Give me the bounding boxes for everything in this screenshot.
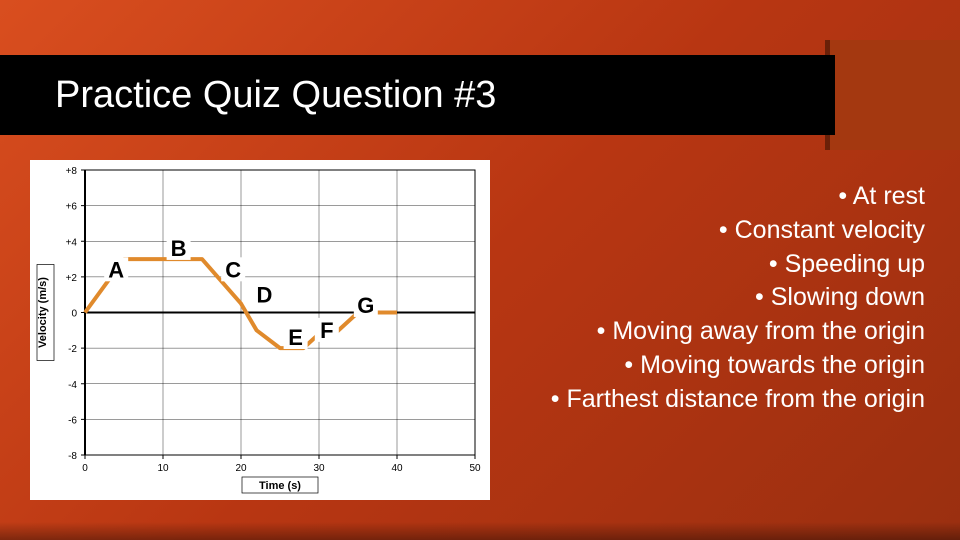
svg-text:50: 50 bbox=[469, 463, 481, 474]
bullet-item: Slowing down bbox=[485, 281, 925, 315]
svg-text:Time (s): Time (s) bbox=[259, 480, 301, 492]
svg-text:-6: -6 bbox=[68, 415, 77, 426]
svg-text:0: 0 bbox=[82, 463, 88, 474]
svg-text:+2: +2 bbox=[66, 273, 78, 284]
bullet-item: Farthest distance from the origin bbox=[485, 383, 925, 417]
bullet-list: At rest Constant velocity Speeding up Sl… bbox=[485, 180, 925, 416]
svg-text:10: 10 bbox=[157, 463, 169, 474]
bullet-item: At rest bbox=[485, 180, 925, 214]
svg-text:+4: +4 bbox=[66, 237, 78, 248]
svg-text:30: 30 bbox=[313, 463, 325, 474]
svg-text:20: 20 bbox=[235, 463, 247, 474]
bullet-item: Speeding up bbox=[485, 248, 925, 282]
svg-text:A: A bbox=[108, 257, 124, 282]
svg-text:Velocity (m/s): Velocity (m/s) bbox=[37, 277, 49, 348]
svg-text:-4: -4 bbox=[68, 380, 77, 391]
svg-text:E: E bbox=[288, 325, 303, 350]
svg-text:-8: -8 bbox=[68, 451, 77, 462]
accent-box bbox=[830, 40, 960, 150]
velocity-chart: +8 +6 +4 +2 0 -2 -4 -6 -8 0 10 20 30 40 50 Time (s) Velo… bbox=[30, 160, 490, 500]
title-bar: Practice Quiz Question #3 bbox=[0, 55, 835, 135]
svg-text:D: D bbox=[256, 282, 272, 307]
svg-text:40: 40 bbox=[391, 463, 403, 474]
bullet-item: Moving away from the origin bbox=[485, 315, 925, 349]
svg-text:C: C bbox=[225, 257, 241, 282]
bullet-item: Moving towards the origin bbox=[485, 349, 925, 383]
svg-text:-2: -2 bbox=[68, 344, 77, 355]
bottom-shadow bbox=[0, 522, 960, 540]
chart-svg: +8 +6 +4 +2 0 -2 -4 -6 -8 0 10 20 30 40 50 Time (s) Velo… bbox=[30, 160, 490, 500]
svg-text:0: 0 bbox=[71, 309, 77, 320]
svg-text:+8: +8 bbox=[66, 166, 78, 177]
svg-text:G: G bbox=[357, 293, 374, 318]
slide-title: Practice Quiz Question #3 bbox=[55, 74, 496, 117]
bullet-item: Constant velocity bbox=[485, 214, 925, 248]
svg-text:B: B bbox=[171, 236, 187, 261]
svg-text:+6: +6 bbox=[66, 202, 78, 213]
svg-text:F: F bbox=[320, 318, 333, 343]
